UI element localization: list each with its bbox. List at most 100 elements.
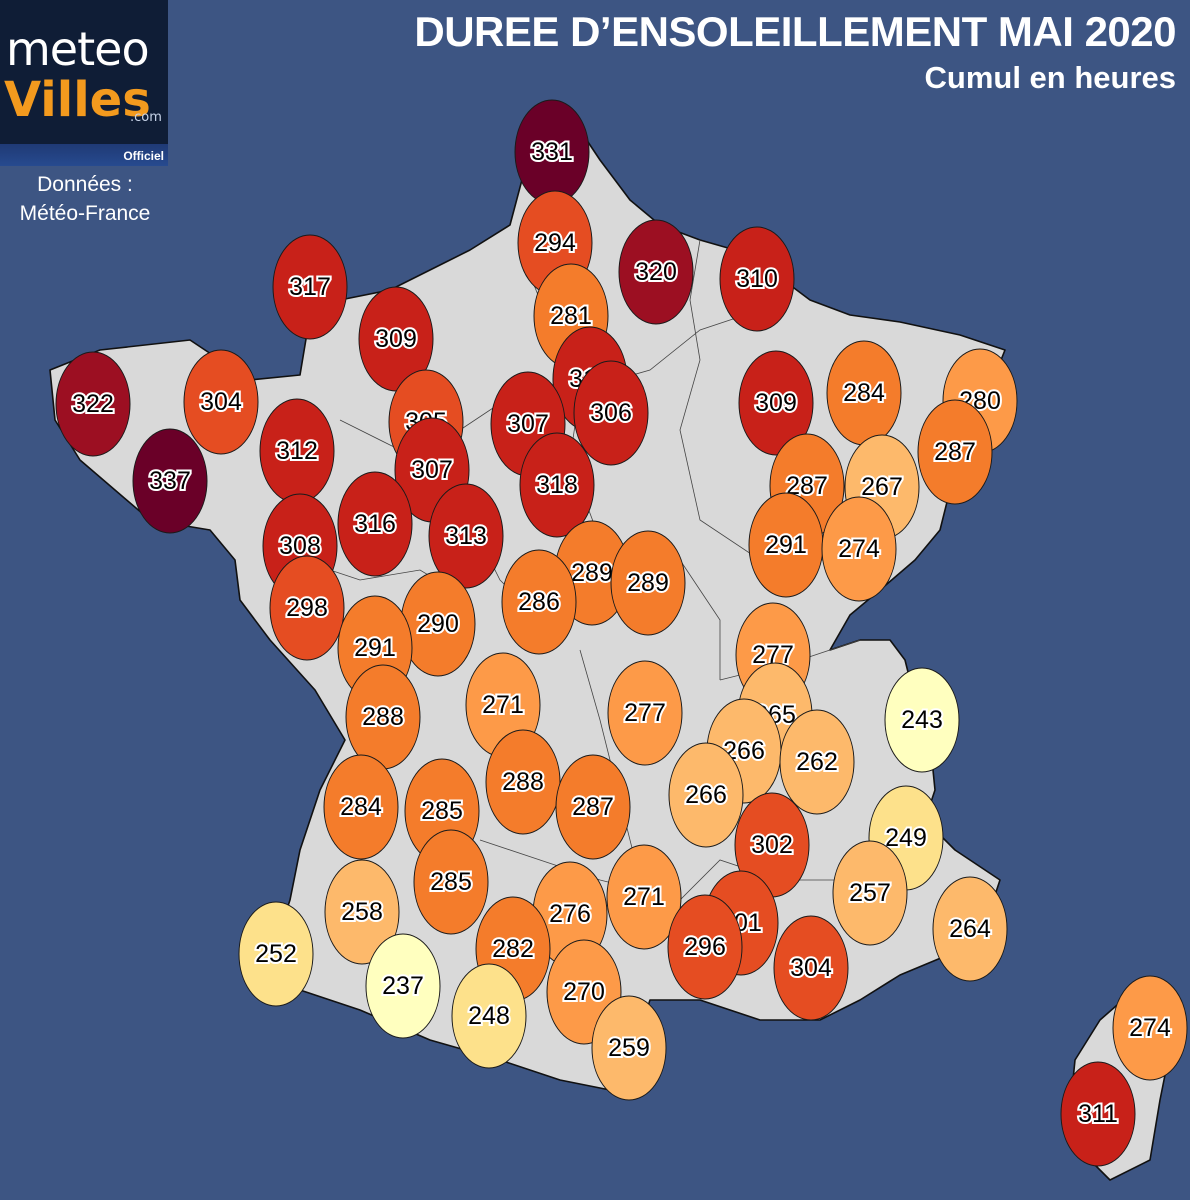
station-marker: 288 xyxy=(345,664,421,770)
station-value: 318 xyxy=(536,471,578,499)
station-value: 287 xyxy=(572,793,614,821)
station-marker: 264 xyxy=(932,876,1008,982)
station-bubble xyxy=(183,349,259,455)
station-value: 264 xyxy=(949,915,991,943)
station-bubble xyxy=(269,555,345,661)
station-marker: 257 xyxy=(832,840,908,946)
station-marker: 306 xyxy=(573,360,649,466)
station-bubble xyxy=(610,530,686,636)
station-value: 267 xyxy=(861,473,903,501)
station-value: 274 xyxy=(838,535,880,563)
station-marker: 288 xyxy=(485,729,561,835)
station-marker: 277 xyxy=(607,660,683,766)
station-marker: 316 xyxy=(337,471,413,577)
station-marker: 312 xyxy=(259,398,335,504)
station-value: 337 xyxy=(149,467,191,495)
station-bubble xyxy=(238,901,314,1007)
station-value: 317 xyxy=(289,273,331,301)
meteovilles-logo: meteo Villes .com Officiel xyxy=(0,0,168,166)
station-marker: 284 xyxy=(826,340,902,446)
station-bubble xyxy=(55,351,131,457)
station-value: 252 xyxy=(255,940,297,968)
station-value: 309 xyxy=(375,325,417,353)
station-marker: 309 xyxy=(358,286,434,392)
source-name: Météo-France xyxy=(19,202,151,225)
station-marker: 252 xyxy=(238,901,314,1007)
station-marker: 317 xyxy=(272,234,348,340)
station-value: 258 xyxy=(341,898,383,926)
station-value: 249 xyxy=(885,824,927,852)
station-bubble xyxy=(1112,975,1188,1081)
station-bubble xyxy=(272,234,348,340)
station-value: 298 xyxy=(286,594,328,622)
station-value: 304 xyxy=(200,388,242,416)
station-value: 248 xyxy=(468,1002,510,1030)
station-value: 304 xyxy=(790,954,832,982)
station-bubble xyxy=(618,219,694,325)
station-value: 266 xyxy=(723,737,765,765)
station-value: 284 xyxy=(340,793,382,821)
station-marker: 262 xyxy=(779,709,855,815)
station-marker: 309 xyxy=(738,350,814,456)
station-value: 296 xyxy=(684,933,726,961)
station-marker: 274 xyxy=(1112,975,1188,1081)
station-value: 284 xyxy=(843,379,885,407)
logo-strip xyxy=(0,144,168,166)
station-marker: 285 xyxy=(413,829,489,935)
station-bubble xyxy=(428,483,504,589)
station-marker: 313 xyxy=(428,483,504,589)
station-value: 306 xyxy=(590,399,632,427)
station-value: 262 xyxy=(796,748,838,776)
station-value: 280 xyxy=(959,387,1001,415)
station-value: 307 xyxy=(507,410,549,438)
station-bubble xyxy=(132,428,208,534)
station-marker: 271 xyxy=(606,844,682,950)
station-marker: 331 xyxy=(514,99,590,205)
station-bubble xyxy=(451,963,527,1069)
station-bubble xyxy=(337,471,413,577)
station-marker: 290 xyxy=(400,571,476,677)
station-value: 331 xyxy=(531,138,573,166)
station-marker: 337 xyxy=(132,428,208,534)
station-marker: 296 xyxy=(667,894,743,1000)
station-bubble xyxy=(573,360,649,466)
station-value: 271 xyxy=(482,691,524,719)
station-bubble xyxy=(501,549,577,655)
map-subtitle: Cumul en heures xyxy=(924,60,1177,95)
station-bubble xyxy=(323,754,399,860)
station-value: 290 xyxy=(417,610,459,638)
station-marker: 258 xyxy=(324,859,400,965)
station-marker: 284 xyxy=(323,754,399,860)
station-value: 287 xyxy=(934,438,976,466)
station-value: 285 xyxy=(430,868,472,896)
station-marker: 311 xyxy=(1060,1061,1136,1167)
station-value: 311 xyxy=(1078,1100,1118,1128)
station-bubble xyxy=(884,667,960,773)
logo-text-meteo: meteo xyxy=(6,22,150,76)
station-value: 309 xyxy=(755,389,797,417)
station-value: 307 xyxy=(411,456,453,484)
station-value: 259 xyxy=(608,1034,650,1062)
station-bubble xyxy=(667,894,743,1000)
station-bubble xyxy=(413,829,489,935)
station-marker: 286 xyxy=(501,549,577,655)
station-marker: 304 xyxy=(183,349,259,455)
station-value: 243 xyxy=(901,706,943,734)
station-marker: 291 xyxy=(748,492,824,598)
station-value: 291 xyxy=(765,531,807,559)
station-value: 270 xyxy=(563,978,605,1006)
station-marker: 318 xyxy=(519,432,595,538)
station-marker: 274 xyxy=(821,496,897,602)
station-bubble xyxy=(821,496,897,602)
station-value: 257 xyxy=(849,879,891,907)
station-marker: 289 xyxy=(610,530,686,636)
station-bubble xyxy=(719,226,795,332)
logo-text-villes: Villes xyxy=(4,72,151,128)
logo-text-officiel: Officiel xyxy=(123,149,164,163)
station-bubble xyxy=(324,859,400,965)
station-marker: 322 xyxy=(55,351,131,457)
station-bubble xyxy=(606,844,682,950)
station-bubble xyxy=(779,709,855,815)
station-marker: 266 xyxy=(668,742,744,848)
